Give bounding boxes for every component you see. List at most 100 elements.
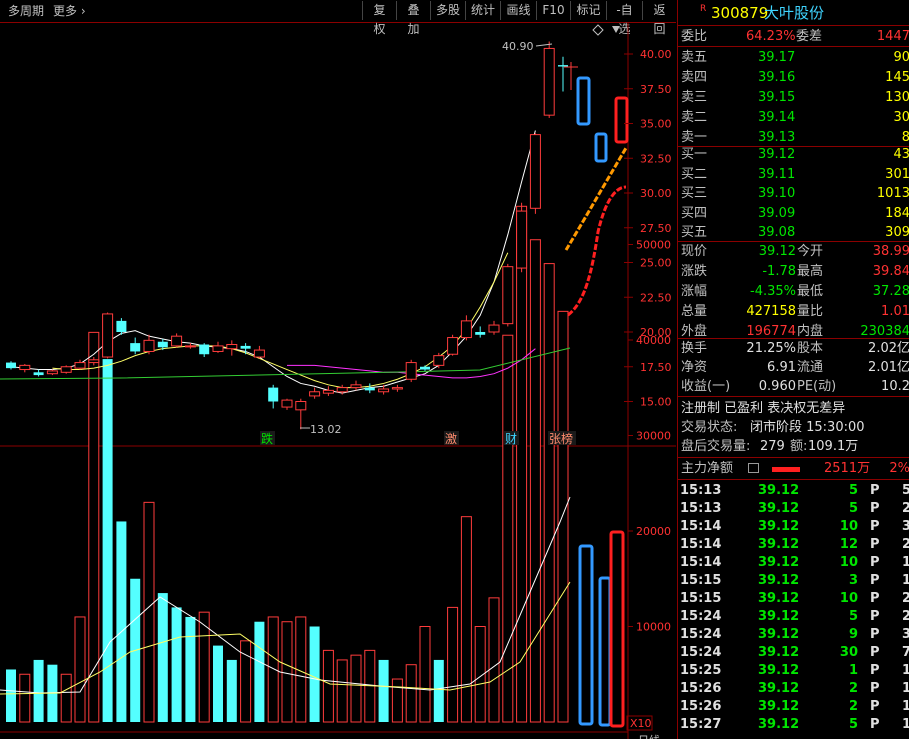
quote-row: 外盘 196774 内盘 230384 xyxy=(681,324,909,339)
tick-row: 15:27 39.12 5 P 1 xyxy=(680,717,909,732)
toolbar-button-5[interactable]: F10 xyxy=(536,1,570,20)
volume-bar xyxy=(33,659,44,722)
event-marker[interactable]: 跌 xyxy=(261,431,273,446)
ma10-line xyxy=(52,252,509,389)
multi-period-button[interactable]: 多周期 xyxy=(8,4,45,18)
candle-body xyxy=(420,366,430,370)
candle-body xyxy=(433,355,445,366)
high-arrow xyxy=(535,43,553,47)
order-ratio-row: 委比 64.23% 委差 1447 xyxy=(681,29,909,44)
chart-toolbar: 多周期 更多 › 复权 叠加 多股 统计 画线 F10 标记 -自选 返回 xyxy=(0,0,676,36)
tick-row: 15:26 39.12 2 P 1 xyxy=(680,699,909,714)
volume-bar xyxy=(213,645,223,722)
volume-bar xyxy=(391,678,403,723)
candle-body xyxy=(460,320,472,339)
toolbar-button-2[interactable]: 多股 xyxy=(430,1,465,20)
price-tick-label: 25.00 xyxy=(640,257,672,270)
candle-body xyxy=(309,391,321,397)
candle-body xyxy=(529,134,541,209)
tick-row: 15:24 39.12 5 P 2 xyxy=(680,609,909,624)
volume-multiplier-box xyxy=(626,715,653,731)
stock-badge: R xyxy=(700,4,707,14)
list-icon[interactable] xyxy=(748,463,759,473)
volume-bar xyxy=(102,359,113,722)
kline-chart[interactable]: 40.90 13.02 跌 激 财 张榜 40.00 37.50 35.00 32.50 30.0… xyxy=(0,22,676,739)
volume-bar xyxy=(88,331,100,723)
volume-ma5-line xyxy=(0,496,571,694)
price-tick-label: 15.00 xyxy=(640,396,672,409)
tick-row: 15:14 39.12 10 P 3 xyxy=(680,519,909,534)
candle-body xyxy=(46,370,58,375)
toolbar-button-1[interactable]: 叠加 xyxy=(396,1,430,36)
candle-body xyxy=(184,345,196,348)
more-button[interactable]: 更多 › xyxy=(53,4,86,18)
bid-row: 买四 39.09 184 xyxy=(681,205,909,221)
candle-body xyxy=(240,345,251,349)
volume-bar xyxy=(185,616,196,722)
volume-bar xyxy=(281,621,293,723)
volume-bar xyxy=(143,501,155,723)
toolbar-button-4[interactable]: 画线 xyxy=(500,1,536,20)
ask-row: 卖二 39.14 30 xyxy=(681,110,909,125)
volume-tick-label: 10000 xyxy=(636,621,671,634)
trade-status: 交易状态: 闭市阶段 15:30:00 xyxy=(681,420,865,435)
toolbar-button-0[interactable]: 复权 xyxy=(362,1,396,36)
period-label: 日线 xyxy=(638,733,660,739)
projection-line-orange xyxy=(564,147,628,251)
candle-body xyxy=(378,388,390,393)
candle-body xyxy=(447,337,459,355)
volume-bar xyxy=(419,626,431,723)
candle-body xyxy=(157,341,168,348)
price-tick-label: 17.50 xyxy=(640,361,672,374)
price-tick-label: 40.00 xyxy=(640,48,672,61)
stock-header: R 300879 大叶股份 xyxy=(678,1,909,25)
ma60-line xyxy=(0,347,571,380)
bid-row: 买三 39.10 1013 xyxy=(681,186,909,201)
quote-row: 现价 39.12 今开 38.99 xyxy=(681,244,909,259)
tick-row: 15:13 39.12 5 P 2 xyxy=(680,501,909,516)
candle-body xyxy=(116,320,127,332)
volume-bar xyxy=(460,516,472,723)
candle-body xyxy=(350,384,362,389)
stats-row: 净资 6.91 流通 2.01亿 xyxy=(681,360,909,375)
volume-bar xyxy=(157,593,168,722)
toolbar-button-3[interactable]: 统计 xyxy=(465,1,500,20)
triangle-down-icon xyxy=(612,26,620,33)
tick-row: 15:13 39.12 5 P 5 xyxy=(680,483,909,498)
event-marker[interactable]: 财 xyxy=(505,432,517,446)
tick-row: 15:15 39.12 10 P 2 xyxy=(680,591,909,606)
event-marker-bg xyxy=(548,431,576,445)
candle-body xyxy=(558,65,568,67)
toolbar-button-7[interactable]: -自选 xyxy=(606,1,642,36)
candle-body xyxy=(268,387,279,402)
ask-row: 卖四 39.16 145 xyxy=(681,70,909,85)
toolbar-button-8[interactable]: 返回 xyxy=(642,1,676,36)
order-ratio: 64.23% xyxy=(746,29,796,44)
toolbar-button-6[interactable]: 标记 xyxy=(570,1,606,20)
volume-bar xyxy=(171,607,182,722)
tick-row: 15:15 39.12 3 P 1 xyxy=(680,573,909,588)
volume-bar xyxy=(226,659,237,722)
highlight-box-blue xyxy=(576,76,591,126)
candle-body xyxy=(212,345,224,352)
highlight-box-red xyxy=(614,96,629,144)
tick-row: 15:14 39.12 12 P 2 xyxy=(680,537,909,552)
volume-bar xyxy=(529,239,541,723)
candle-body xyxy=(516,210,528,269)
bid-row: 买五 39.08 309 xyxy=(681,225,909,240)
highlight-box-red xyxy=(609,530,625,728)
main-net-flow-row[interactable]: 主力净额 2511万 2% xyxy=(681,461,909,476)
candle-body xyxy=(60,366,72,373)
quote-row: 涨幅 -4.35% 最低 37.28 xyxy=(681,284,909,299)
volume-bar xyxy=(6,669,16,722)
quote-panel: R 300879 大叶股份 委比 64.23% 委差 1447 卖五 39.17… xyxy=(677,0,909,739)
price-tick-label: 37.50 xyxy=(640,83,672,96)
volume-bar xyxy=(474,626,486,723)
event-marker[interactable]: 张榜 xyxy=(549,431,573,446)
price-tick-label: 30.00 xyxy=(640,187,672,200)
candle-body xyxy=(6,362,16,369)
volume-bar xyxy=(74,616,86,723)
volume-bar xyxy=(543,263,555,723)
event-marker[interactable]: 激 xyxy=(445,432,457,446)
volume-tick-label: 40000 xyxy=(636,334,671,347)
